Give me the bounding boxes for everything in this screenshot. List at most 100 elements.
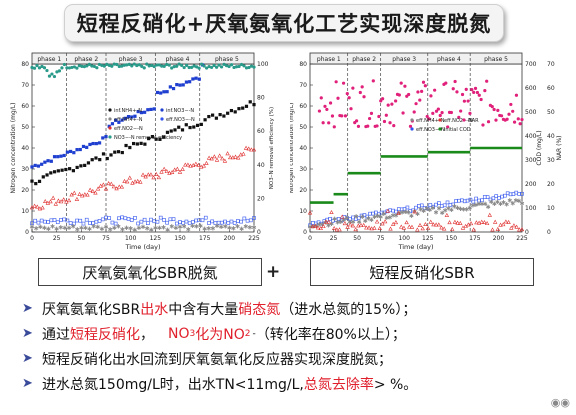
legend-label: initial COD [444, 127, 471, 133]
eff-nh4-point: ✱ [202, 226, 207, 233]
slide-title: 短程反硝化+厌氧氨氧化工艺实现深度脱氮 [64, 4, 504, 42]
inf-no3-point [43, 160, 47, 164]
eff-no3-point [451, 202, 456, 207]
eff-nh4-point: ✱ [149, 227, 154, 234]
inf-nh4-point [116, 150, 121, 154]
eff-no2-point [369, 226, 374, 231]
y-tick-label: 0 [25, 229, 29, 236]
inf-nh4-point [68, 167, 72, 171]
eff-no2-point [95, 186, 101, 191]
legend-marker [410, 127, 414, 131]
eff-no3-point [437, 201, 441, 205]
inf-nh4-point [165, 130, 170, 134]
nar-point [323, 104, 327, 108]
y3-axis-label: NAR (%) [556, 135, 563, 160]
eff-no2-point [431, 222, 436, 227]
eff-nh4-point: ✱ [440, 210, 445, 217]
eff-no2-point [490, 227, 495, 232]
phase-label: phase 2 [352, 56, 376, 63]
removal-efficiency-point [70, 65, 74, 70]
eff-no2-point [329, 209, 334, 215]
eff-no3-point [65, 218, 70, 223]
eff-nh4-point: ✱ [369, 217, 374, 224]
eff-no2-point [228, 155, 233, 160]
removal-efficiency-point [229, 63, 234, 67]
eff-no2-point [331, 225, 337, 231]
eff-nh4-point: ✱ [239, 226, 244, 233]
eff-no2-point [185, 162, 191, 167]
phase-label: phase 1 [37, 56, 61, 63]
y-tick-label: 70 [299, 82, 307, 89]
eff-no2-point [495, 226, 501, 231]
nar-point [499, 114, 504, 118]
inf-nh4-point [158, 137, 162, 141]
eff-no2-point [204, 160, 209, 165]
eff-no3-point [431, 204, 435, 209]
nar-point [472, 90, 476, 94]
inf-nh4-point [64, 167, 68, 172]
nar-point [319, 96, 323, 100]
eff-nh4-point: ✱ [372, 214, 377, 221]
eff-nh4-point: ✱ [157, 225, 162, 232]
eff-no3-point [239, 219, 243, 224]
inf-no3-point [114, 118, 118, 122]
eff-nh4-point: ✱ [446, 206, 451, 213]
eff-no2-point [161, 166, 167, 171]
removal-efficiency-point [65, 66, 69, 70]
removal-efficiency-point [102, 64, 106, 68]
inf-no3-point [123, 116, 127, 120]
inf-nh4-point [173, 128, 177, 132]
inf-nh4-point [124, 143, 128, 148]
removal-efficiency-point [87, 62, 91, 66]
removal-efficiency-point [90, 64, 94, 68]
eff-nh4-point: ✱ [91, 224, 96, 231]
inf-nh4-point [199, 122, 203, 127]
inf-no3-point [191, 77, 195, 81]
y2-tick-label: 700 [525, 61, 537, 68]
eff-nh4-point: ✱ [177, 224, 182, 231]
nar-point [490, 105, 494, 109]
eff-no2-point [201, 163, 206, 168]
y2-tick-label: 40 [257, 162, 265, 169]
inf-nh4-point [60, 168, 64, 172]
removal-efficiency-point [175, 64, 179, 68]
removal-efficiency-point [67, 66, 72, 70]
removal-efficiency-point [97, 62, 101, 67]
eff-no2-point [458, 220, 463, 225]
eff-no2-point [140, 172, 146, 177]
x-tick-label: 125 [422, 235, 434, 242]
bullet-highlight: 总氮去除率 [303, 376, 374, 393]
removal-efficiency-point [112, 62, 116, 66]
removal-efficiency-point [232, 65, 236, 70]
y-tick-label: 80 [21, 61, 29, 68]
y-tick-label: 20 [21, 187, 29, 194]
eff-no2-point [241, 151, 246, 156]
eff-nh4-point: ✱ [317, 221, 322, 228]
eff-no2-point [326, 219, 331, 224]
inf-nh4-point [184, 123, 188, 127]
y2-tick-label: 80 [257, 95, 265, 102]
nar-point [414, 102, 418, 106]
removal-efficiency-point [40, 64, 44, 69]
inf-nh4-point [192, 125, 196, 129]
eff-no3-point [328, 216, 332, 221]
eff-no2-point [235, 155, 241, 160]
x-tick-label: 50 [78, 235, 86, 242]
inf-nh4-point [41, 175, 45, 179]
inf-nh4-point [214, 116, 218, 120]
nar-point [494, 118, 498, 122]
x-tick-label: 75 [102, 235, 110, 242]
nar-point [366, 124, 370, 128]
eff-nh4-point: ✱ [486, 204, 491, 211]
legend-marker [410, 118, 414, 122]
eff-nh4-point: ✱ [128, 226, 133, 233]
inf-nh4-point [241, 106, 245, 110]
y-tick-label: 30 [21, 166, 29, 173]
x-axis-label: Time (day) [124, 243, 160, 251]
nar-point [327, 121, 331, 125]
phase-label: phase 3 [392, 56, 416, 63]
eff-no2-point [337, 227, 342, 232]
removal-efficiency-point [239, 62, 244, 67]
inf-nh4-point [37, 179, 42, 183]
arrow-bullet-icon: ➤ [22, 326, 33, 341]
